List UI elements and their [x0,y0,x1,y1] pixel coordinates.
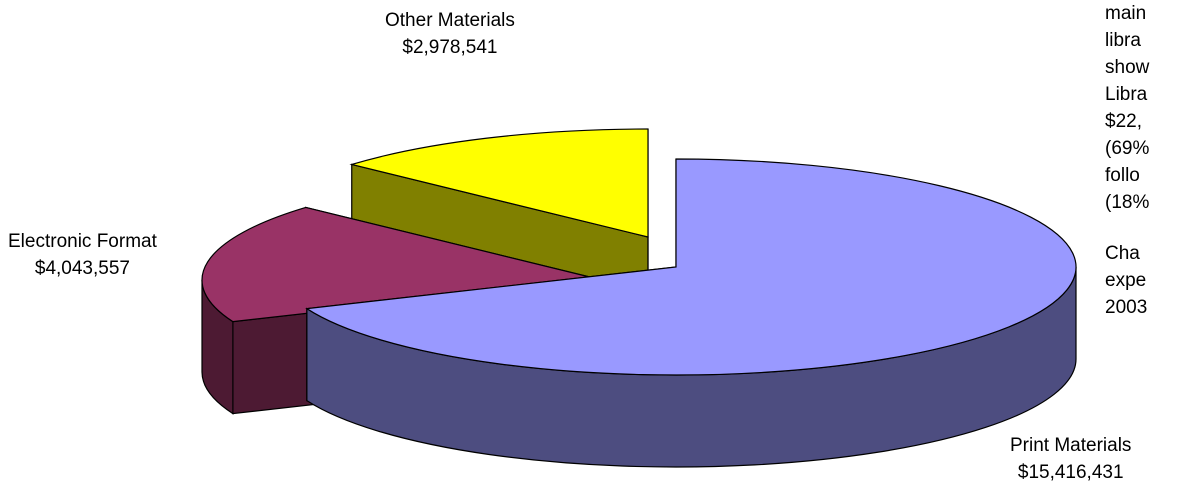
slice-print [305,158,1077,468]
side-line: $22, [1105,111,1142,132]
side-line: expe [1105,270,1147,291]
side-line: libra [1105,30,1141,51]
slice-other-top [349,128,649,238]
side-line: (18% [1105,192,1150,213]
label-print-materials-value: $15,416,431 [1017,462,1124,483]
label-other-materials-name: Other Materials [385,10,515,31]
side-text: main libra show Libra $22, (69% follo (1… [1105,0,1149,321]
label-other-materials-value: $2,978,541 [402,37,498,58]
side-line: follo [1105,165,1140,186]
slice-electronic-top [201,206,603,323]
label-electronic-format-value: $4,043,557 [34,258,130,279]
slice-print-top [305,158,1077,376]
side-line: (69% [1105,138,1150,159]
label-print-materials-name: Print Materials [1010,435,1132,456]
label-electronic-format-name: Electronic Format [8,231,157,252]
side-line: 2003 [1105,297,1148,318]
side-line: Libra [1105,84,1148,105]
side-line: main [1105,3,1147,24]
label-electronic-format: Electronic Format $4,043,557 [8,228,157,282]
side-line: show [1105,57,1150,78]
label-other-materials: Other Materials $2,978,541 [385,7,515,61]
side-line: Cha [1105,243,1140,264]
label-print-materials: Print Materials $15,416,431 [1010,432,1131,486]
